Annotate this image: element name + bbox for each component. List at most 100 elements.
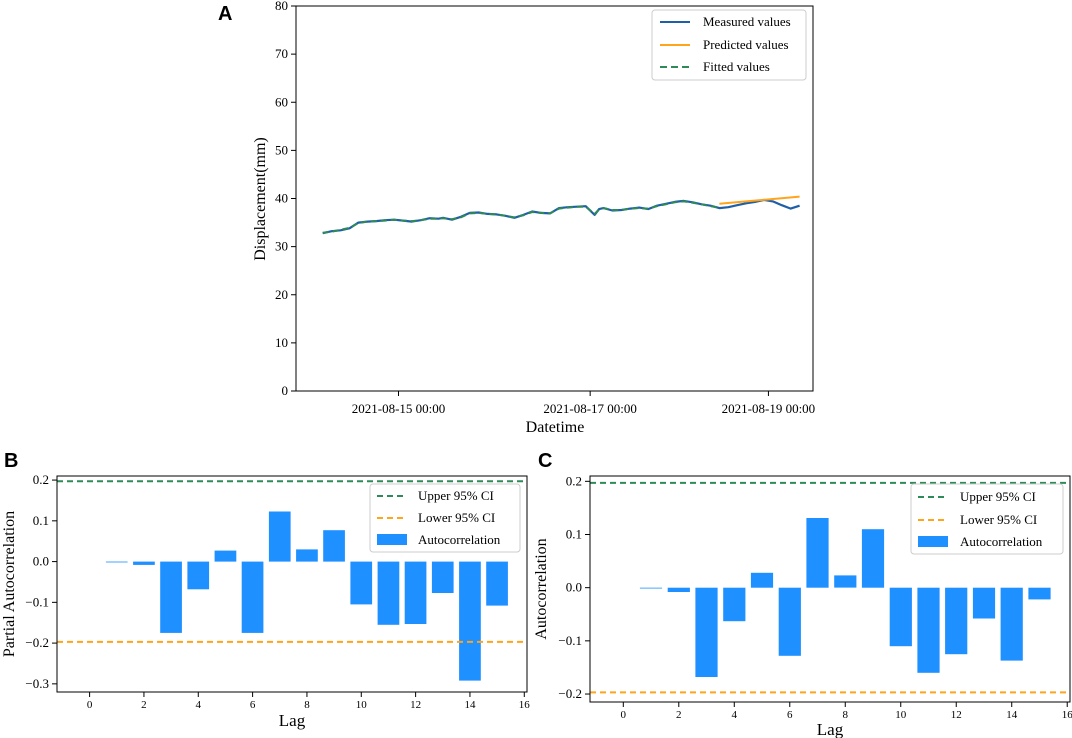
x-tick-label: 16 bbox=[1062, 709, 1072, 721]
bar-lag-7 bbox=[806, 518, 829, 588]
x-tick-label: 4 bbox=[196, 699, 202, 711]
legend-label-measured: Measured values bbox=[703, 14, 791, 29]
chart-c-autocorrelation: −0.2 −0.1 0.0 0.1 0.2 0 2 4 6 8 10 12 14 16 Autocorre… bbox=[533, 473, 1072, 738]
x-tick-label: 10 bbox=[356, 699, 368, 711]
y-tick-label: 0.1 bbox=[33, 513, 49, 528]
chart-c-frame bbox=[589, 475, 1071, 703]
y-tick-label: −0.2 bbox=[25, 635, 49, 650]
bar-lag-15 bbox=[1028, 587, 1051, 600]
series-line-measured bbox=[322, 198, 800, 235]
x-tick-label: 14 bbox=[464, 699, 476, 711]
legend-label-predicted: Predicted values bbox=[703, 37, 789, 52]
x-tick-label: 10 bbox=[895, 709, 907, 721]
x-tick-label: 2 bbox=[141, 699, 147, 711]
bar-lag-10 bbox=[889, 587, 912, 647]
y-tick-label: 70 bbox=[275, 46, 288, 61]
bar-lag-1 bbox=[639, 587, 663, 589]
y-tick-label: 0.1 bbox=[566, 526, 582, 541]
panel-label-c: C bbox=[538, 450, 552, 472]
y-tick-label: −0.2 bbox=[558, 686, 582, 701]
bar-lag-3 bbox=[160, 561, 182, 633]
bar-lag-9 bbox=[861, 529, 885, 588]
chart-b-legend: Upper 95% CI Lower 95% CI Autocorrelatio… bbox=[369, 483, 521, 553]
legend-label-autocorrelation: Autocorrelation bbox=[960, 534, 1043, 549]
bar-lag-14 bbox=[459, 561, 481, 681]
bar-lag-11 bbox=[377, 561, 400, 625]
bar-lag-4 bbox=[187, 561, 210, 590]
bar-lag-11 bbox=[917, 587, 940, 673]
y-tick-label: −0.3 bbox=[25, 676, 49, 691]
chart-c-legend-box bbox=[910, 483, 1064, 555]
x-tick-label: 12 bbox=[951, 709, 962, 721]
bar-lag-5 bbox=[214, 550, 237, 562]
panel-label-b: B bbox=[4, 450, 18, 472]
bar-lag-2 bbox=[133, 561, 155, 565]
x-tick-label: 4 bbox=[732, 709, 738, 721]
y-tick-label: 40 bbox=[275, 191, 288, 206]
chart-a-displacement: 0 10 20 30 40 50 60 70 80 2021-08-15 00:00 2021-08… bbox=[252, 0, 815, 436]
y-tick-label: 0.2 bbox=[33, 472, 49, 487]
y-tick-label: 60 bbox=[275, 94, 288, 109]
y-tick-label: 10 bbox=[275, 335, 288, 350]
legend-swatch-autocorrelation bbox=[377, 534, 407, 545]
x-tick-label: 2021-08-19 00:00 bbox=[722, 401, 816, 416]
chart-a-ylabel: Displacement(mm) bbox=[252, 137, 269, 261]
y-tick-label: 0 bbox=[282, 383, 289, 398]
chart-b-legend-box bbox=[369, 483, 521, 553]
bar-lag-12 bbox=[404, 561, 427, 624]
bar-lag-8 bbox=[296, 549, 318, 562]
bar-lag-2 bbox=[667, 587, 690, 592]
chart-c-marks bbox=[590, 481, 1070, 694]
bar-lag-15 bbox=[486, 561, 508, 606]
chart-c-axes: −0.2 −0.1 0.0 0.1 0.2 0 2 4 6 8 10 12 14 16 bbox=[558, 473, 1072, 721]
legend-label-autocorrelation: Autocorrelation bbox=[418, 532, 501, 547]
chart-a-legend-box bbox=[651, 9, 807, 81]
x-tick-label: 12 bbox=[410, 699, 421, 711]
legend-label-lower-ci: Lower 95% CI bbox=[960, 512, 1037, 527]
chart-c-ylabel: Autocorrelation bbox=[533, 538, 550, 639]
y-tick-label: 50 bbox=[275, 142, 288, 157]
chart-b-axes: −0.3 −0.2 −0.1 0.0 0.1 0.2 0 2 4 6 8 10 12 14 16 bbox=[25, 472, 530, 711]
x-tick-label: 6 bbox=[787, 709, 793, 721]
x-tick-label: 8 bbox=[304, 699, 310, 711]
bar-lag-4 bbox=[723, 587, 746, 622]
bar-lag-5 bbox=[750, 572, 774, 588]
chart-a-axes: 0 10 20 30 40 50 60 70 80 2021-08-15 00:00 2021-08… bbox=[275, 0, 815, 416]
legend-label-upper-ci: Upper 95% CI bbox=[960, 489, 1036, 504]
chart-b-frame bbox=[56, 475, 528, 693]
x-tick-label: 14 bbox=[1006, 709, 1018, 721]
y-tick-label: 30 bbox=[275, 239, 288, 254]
x-tick-label: 16 bbox=[519, 699, 531, 711]
x-tick-label: 6 bbox=[250, 699, 256, 711]
legend-label-lower-ci: Lower 95% CI bbox=[418, 510, 495, 525]
chart-c-legend: Upper 95% CI Lower 95% CI Autocorrelatio… bbox=[910, 483, 1064, 555]
y-tick-label: 0.0 bbox=[566, 580, 582, 595]
series-line-predicted bbox=[719, 195, 800, 205]
bar-lag-6 bbox=[778, 587, 801, 656]
bar-lag-13 bbox=[972, 587, 996, 619]
chart-b-xlabel: Lag bbox=[279, 711, 306, 730]
x-tick-label: 0 bbox=[621, 709, 627, 721]
bar-lag-7 bbox=[268, 511, 291, 562]
panel-label-a: A bbox=[218, 3, 232, 25]
bar-lag-6 bbox=[241, 561, 264, 633]
bar-lag-14 bbox=[1000, 587, 1023, 661]
bar-lag-8 bbox=[834, 575, 857, 588]
bar-lag-10 bbox=[350, 561, 373, 605]
y-tick-label: 20 bbox=[275, 287, 288, 302]
bar-lag-12 bbox=[945, 587, 968, 655]
chart-c-xlabel: Lag bbox=[817, 720, 844, 738]
chart-b-partial-autocorrelation: −0.3 −0.2 −0.1 0.0 0.1 0.2 0 2 4 6 8 10 12 14 16 Parti… bbox=[1, 472, 530, 730]
x-tick-label: 2021-08-15 00:00 bbox=[352, 401, 446, 416]
chart-b-marks bbox=[57, 480, 527, 681]
bar-lag-13 bbox=[431, 561, 454, 593]
y-tick-label: 0.2 bbox=[566, 473, 582, 488]
legend-label-upper-ci: Upper 95% CI bbox=[418, 488, 494, 503]
legend-label-fitted: Fitted values bbox=[703, 59, 770, 74]
y-tick-label: 80 bbox=[275, 0, 288, 13]
y-tick-label: 0.0 bbox=[33, 554, 49, 569]
bar-lag-9 bbox=[323, 530, 345, 562]
legend-swatch-autocorrelation bbox=[918, 536, 948, 547]
x-tick-label: 8 bbox=[843, 709, 849, 721]
